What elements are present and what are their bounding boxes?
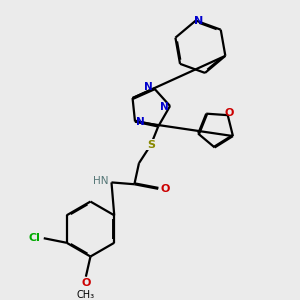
Text: CH₃: CH₃	[77, 290, 95, 300]
Text: O: O	[225, 108, 234, 118]
Text: HN: HN	[93, 176, 108, 186]
Text: N: N	[136, 117, 145, 127]
Text: S: S	[147, 140, 155, 150]
Text: N: N	[144, 82, 153, 92]
Text: N: N	[194, 16, 203, 26]
Text: N: N	[160, 102, 169, 112]
Text: Cl: Cl	[29, 233, 40, 243]
Text: O: O	[81, 278, 91, 288]
Text: O: O	[161, 184, 170, 194]
